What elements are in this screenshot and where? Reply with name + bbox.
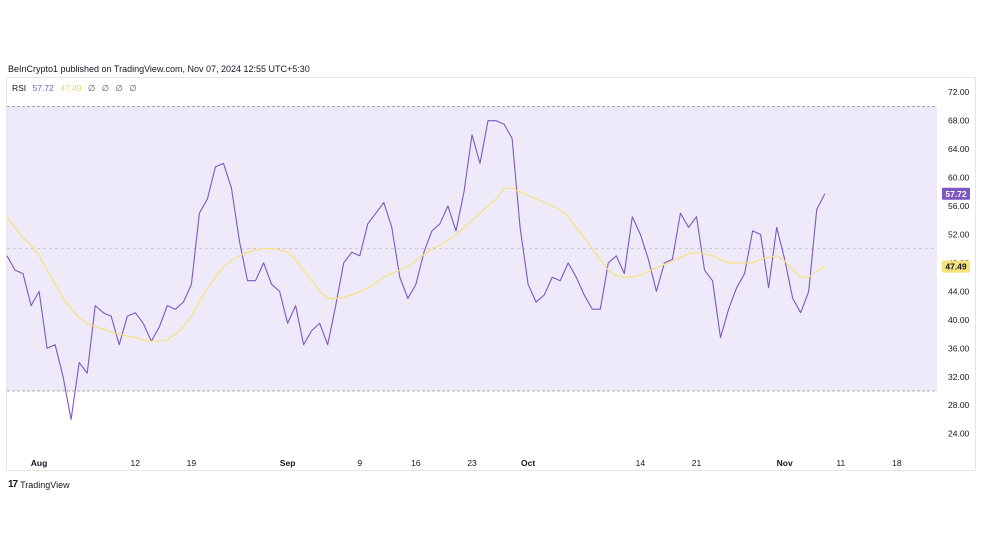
x-tick-label: 14 (636, 458, 646, 468)
tradingview-logo-icon[interactable]: 17 (8, 479, 18, 490)
x-tick-label: 18 (892, 458, 902, 468)
y-tick-label: 40.00 (948, 315, 970, 325)
x-tick-label: 11 (836, 458, 845, 468)
y-tick-label: 32.00 (948, 372, 970, 382)
y-tick-label: 36.00 (948, 343, 970, 353)
x-tick-label: Aug (31, 458, 48, 468)
rsi-last-value-tag-bg (942, 187, 970, 200)
footer-brand[interactable]: TradingView (20, 479, 70, 490)
rsi-last-value-tag: 57.72 (945, 189, 967, 199)
x-tick-label: 12 (131, 458, 141, 468)
y-tick-label: 60.00 (948, 173, 970, 183)
legend-extra-2: ∅ (101, 83, 110, 93)
x-tick-label: Nov (777, 458, 793, 468)
legend-extra-3: ∅ (115, 83, 123, 93)
ma-last-value-tag: 47.49 (945, 262, 967, 272)
x-tick-label: Sep (280, 458, 296, 468)
y-tick-label: 56.00 (948, 201, 970, 211)
y-tick-label: 28.00 (948, 400, 970, 410)
legend-rsi-value: 57.72 (32, 83, 54, 93)
rsi-series-line (6, 120, 826, 420)
x-tick-label: 9 (357, 458, 362, 468)
x-tick-label: 21 (692, 458, 702, 468)
x-tick-label: 23 (467, 458, 477, 468)
legend-extra-1: ∅ (87, 83, 96, 93)
y-tick-label: 68.00 (948, 116, 970, 126)
y-tick-label: 72.00 (948, 87, 970, 97)
legend-extra-4: ∅ (129, 83, 137, 93)
rsi-ma-series-line (6, 187, 826, 342)
x-tick-label: Oct (521, 458, 535, 468)
y-tick-label: 64.00 (948, 144, 970, 154)
footer: 17 TradingView (8, 479, 70, 490)
x-tick-label: 19 (187, 458, 197, 468)
legend-ma-value: 47.49 (60, 83, 82, 93)
y-tick-label: 24.00 (948, 429, 970, 439)
x-tick-label: 16 (411, 458, 421, 468)
chart-legend: RSI 57.72 47.49 ∅ ∅ ∅ ∅ (12, 83, 141, 94)
publisher-note: BeInCrypto1 published on TradingView.com… (8, 64, 310, 74)
ma-last-value-tag-bg (942, 260, 970, 273)
y-tick-label: 44.00 (948, 286, 970, 296)
legend-indicator-name: RSI (12, 83, 27, 93)
y-tick-label: 52.00 (948, 229, 970, 239)
chart-frame (6, 77, 976, 471)
